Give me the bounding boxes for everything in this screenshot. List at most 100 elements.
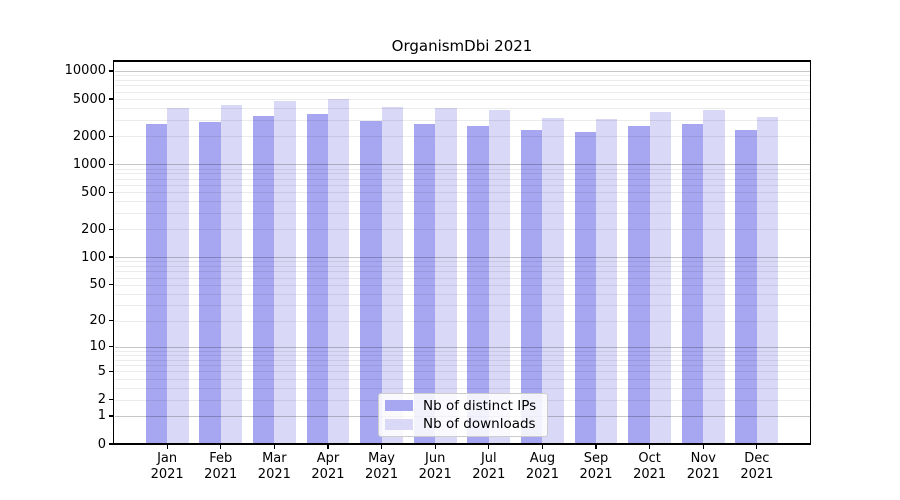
y-tick-label: 10000 [64,63,106,79]
gridline-minor [115,201,810,203]
y-tick [108,346,113,348]
y-tick-label: 500 [81,184,106,200]
y-tick [108,443,113,445]
gridline-minor [115,277,810,279]
bar-downloads-may [381,107,403,444]
y-tick [108,191,113,193]
gridline-minor [115,85,810,87]
gridline-minor [115,212,810,214]
bar-downloads-oct [649,112,672,444]
y-tick-label: 5 [97,363,106,379]
legend-swatch-downloads [385,419,413,430]
bar-ips-jun [413,123,436,444]
gridline-major [115,164,810,166]
gridline-minor [115,365,810,367]
y-tick [108,135,113,137]
bar-ips-nov [681,123,704,444]
gridline-minor [115,75,810,77]
x-tick-label-sep: Sep 2021 [579,451,613,482]
gridline-minor [115,136,810,138]
gridline-minor [115,80,810,81]
y-tick-label: 50 [89,277,106,293]
gridline-minor [115,378,810,380]
bar-downloads-jun [435,108,457,444]
bar-ips-dec [735,130,757,444]
bar-downloads-nov [703,109,725,444]
gridline-minor [115,192,810,194]
y-tick [108,70,113,72]
bar-ips-apr [306,113,328,444]
chart-title: OrganismDbi 2021 [391,37,533,55]
bar-downloads-jul [488,110,511,444]
x-tick [220,444,222,449]
gridline-minor [115,91,810,93]
x-tick [488,444,490,449]
bar-ips-may [360,121,382,444]
x-tick-label-feb: Feb 2021 [204,451,238,482]
x-tick-label-nov: Nov 2021 [686,451,720,482]
gridline-minor [115,261,810,263]
legend-swatch-ips [385,400,413,411]
x-tick-label-apr: Apr 2021 [311,451,345,482]
x-tick-label-aug: Aug 2021 [525,451,559,482]
x-tick [756,444,758,449]
bar-ips-jul [467,126,489,444]
gridline-minor [115,284,810,286]
bar-downloads-jan [167,107,189,444]
bar-downloads-apr [327,99,350,444]
bar-ips-oct [628,126,650,444]
gridline-minor [115,320,810,322]
bar-ips-sep [574,132,597,444]
gridline-major [115,346,810,348]
y-tick-label: 100 [81,249,106,265]
y-tick [108,163,113,165]
legend-label-downloads: Nb of downloads [423,416,536,433]
y-tick-label: 10 [89,339,106,355]
x-tick [541,444,543,449]
y-tick-label: 2000 [72,128,106,144]
y-tick [108,228,113,230]
x-tick-label-dec: Dec 2021 [740,451,774,482]
y-tick [108,98,113,100]
legend-label-distinct-ips: Nb of distinct IPs [423,397,537,414]
x-tick [702,444,704,449]
x-tick [273,444,275,449]
legend-item-downloads: Nb of downloads [385,417,547,431]
bar-downloads-dec [756,116,779,444]
x-tick-label-jul: Jul 2021 [472,451,506,482]
y-tick-label: 1 [97,408,106,424]
bar-ips-feb [199,122,221,444]
gridline-minor [115,173,810,175]
gridline-minor [115,168,810,170]
gridline-minor [115,350,810,352]
y-tick-label: 20 [89,313,106,329]
gridline-minor [115,266,810,267]
gridline-minor [115,387,810,389]
x-tick-label-oct: Oct 2021 [633,451,667,482]
y-tick [108,398,113,401]
x-tick [595,444,597,449]
y-tick-label: 5000 [72,91,106,107]
gridline-minor [115,99,810,101]
y-tick-label: 0 [97,436,106,452]
bar-ips-aug [520,129,543,444]
y-tick [108,256,113,258]
bottom-spine [112,443,812,445]
top-spine [112,60,812,62]
x-tick [166,444,168,449]
x-tick [380,444,383,449]
right-spine [809,60,812,445]
gridline-minor [115,304,810,306]
x-tick [327,444,329,449]
gridline-minor [115,229,810,231]
y-tick [108,370,113,373]
y-tick-label: 1000 [72,156,106,172]
y-tick-label: 200 [81,221,106,237]
x-tick-label-jun: Jun 2021 [418,451,452,482]
gridline-minor [115,178,810,180]
x-tick [434,444,436,449]
gridline-minor [115,108,810,110]
gridline-minor [115,271,810,273]
gridline-minor [115,293,810,295]
